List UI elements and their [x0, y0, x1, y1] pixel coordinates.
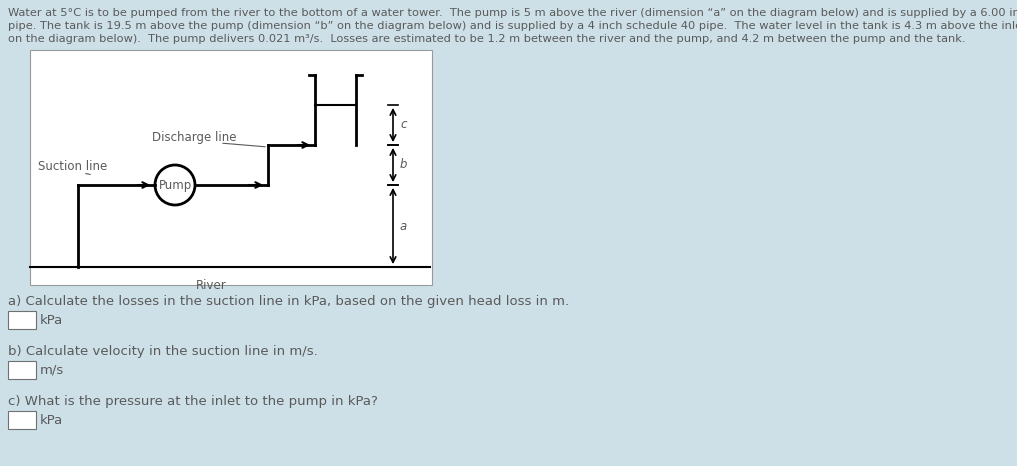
Text: c) What is the pressure at the inlet to the pump in kPa?: c) What is the pressure at the inlet to … [8, 395, 378, 408]
Bar [29, 50, 432, 285]
Bar [8, 311, 36, 329]
Text: Discharge line: Discharge line [152, 131, 237, 144]
Text: m/s: m/s [40, 363, 64, 377]
Bar [8, 411, 36, 429]
Text: Pump: Pump [159, 178, 191, 192]
Text: Suction line: Suction line [38, 160, 107, 173]
Text: River: River [195, 279, 227, 292]
Text: pipe. The tank is 19.5 m above the pump (dimension “b” on the diagram below) and: pipe. The tank is 19.5 m above the pump … [8, 21, 1017, 31]
Text: c: c [400, 118, 407, 131]
Text: b: b [400, 158, 408, 171]
Text: a) Calculate the losses in the suction line in kPa, based on the given head loss: a) Calculate the losses in the suction l… [8, 295, 570, 308]
Bar [8, 361, 36, 379]
Text: Water at 5°C is to be pumped from the river to the bottom of a water tower.  The: Water at 5°C is to be pumped from the ri… [8, 8, 1017, 18]
Text: on the diagram below).  The pump delivers 0.021 m³/s.  Losses are estimated to b: on the diagram below). The pump delivers… [8, 34, 965, 44]
Text: kPa: kPa [40, 314, 63, 327]
Text: a: a [400, 219, 407, 233]
Text: kPa: kPa [40, 413, 63, 426]
Text: b) Calculate velocity in the suction line in m/s.: b) Calculate velocity in the suction lin… [8, 345, 317, 358]
